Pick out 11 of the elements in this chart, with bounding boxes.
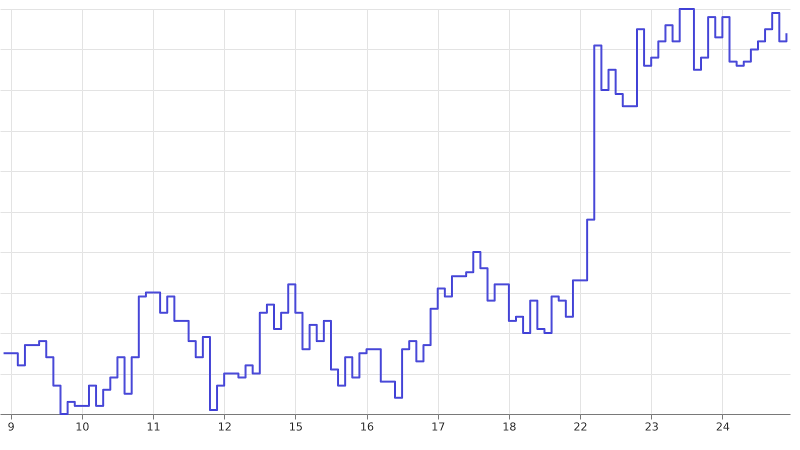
x-tick-label: 22 bbox=[574, 420, 588, 434]
x-tick-label: 23 bbox=[644, 420, 659, 434]
x-tick-label: 15 bbox=[288, 420, 303, 434]
x-tick-label: 10 bbox=[75, 420, 90, 434]
x-tick-label: 9 bbox=[8, 420, 15, 434]
x-tick-label: 12 bbox=[218, 420, 232, 434]
x-tick-label: 11 bbox=[146, 420, 161, 434]
x-tick-label: 17 bbox=[431, 420, 446, 434]
x-tick-label: 18 bbox=[502, 420, 516, 434]
x-tick-label: 24 bbox=[716, 420, 730, 434]
x-tick-label: 16 bbox=[360, 420, 374, 434]
